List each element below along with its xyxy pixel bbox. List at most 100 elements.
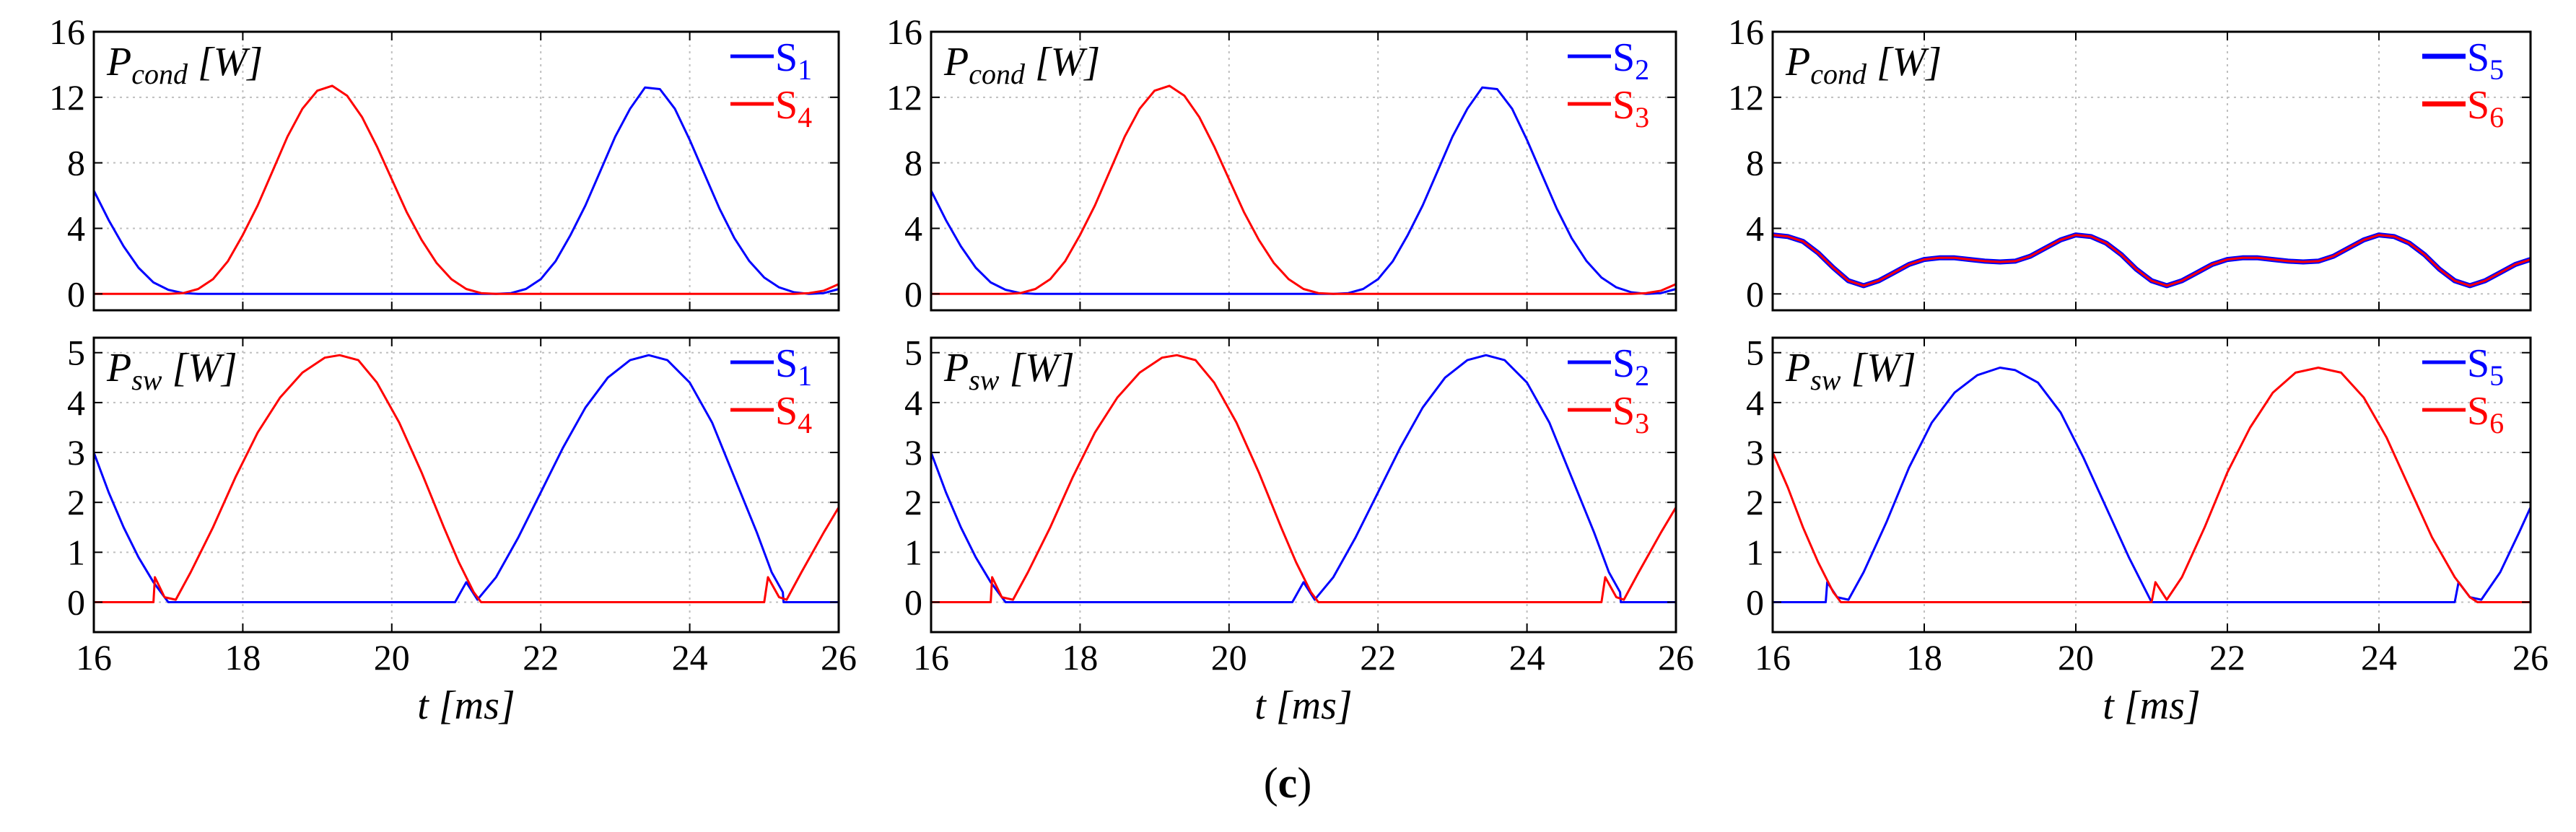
plot-frame [92, 336, 840, 634]
y-tick-label: 8 [904, 143, 922, 183]
series-line-s4 [94, 84, 839, 295]
ylabel-main: P [106, 346, 131, 390]
plot-area [94, 32, 839, 310]
y-tick-label: 3 [904, 432, 922, 473]
legend-label-s2: S2 [1612, 341, 1649, 392]
legend-label-s6: S6 [2467, 83, 2504, 133]
legend-sub: 5 [2489, 53, 2504, 86]
y-tick-label: 1 [1746, 532, 1764, 572]
legend-label-s5: S5 [2467, 35, 2504, 86]
ylabel-unit: [W] [1025, 40, 1100, 84]
ylabel-main: P [1785, 40, 1810, 84]
y-tick-label: 2 [904, 482, 922, 522]
y-tick-label: 5 [67, 333, 85, 373]
y-tick-label: 0 [1746, 582, 1764, 623]
y-tick-label: 12 [1728, 77, 1764, 118]
legend-label-s3: S3 [1612, 83, 1649, 133]
x-tick-label: 24 [2361, 637, 2397, 678]
legend-main: S [775, 341, 798, 386]
caption-letter: c [1278, 759, 1298, 807]
y-tick-label: 4 [904, 382, 922, 423]
legend-sub: 4 [798, 407, 812, 439]
legend-main: S [1612, 35, 1635, 80]
figure-caption: (c) [1264, 759, 1312, 807]
y-tick-label: 2 [1746, 482, 1764, 522]
x-tick-label: 22 [2209, 637, 2245, 678]
series-line-s6 [1771, 367, 2531, 603]
y-tick-label: 0 [67, 582, 85, 623]
legend-main: S [1612, 389, 1635, 434]
legend-main: S [1612, 83, 1635, 128]
y-tick-label: 0 [1746, 273, 1764, 314]
ylabel-unit: [W] [1841, 346, 1916, 390]
panel-ylabel: Pcond [W] [943, 40, 1100, 90]
ylabel-unit: [W] [162, 346, 237, 390]
x-tick-label: 20 [374, 637, 410, 678]
panel-ylabel: Psw [W] [943, 346, 1075, 396]
legend-main: S [2467, 83, 2489, 128]
legend-main: S [1612, 341, 1635, 386]
ylabel-sub: sw [131, 364, 162, 396]
series-line-s3 [931, 84, 1677, 295]
legend-label-s3: S3 [1612, 389, 1649, 439]
x-tick-label: 22 [523, 637, 559, 678]
ylabel-main: P [943, 346, 969, 390]
plot-frame [930, 336, 1677, 634]
ylabel-main: P [943, 40, 969, 84]
x-tick-label: 18 [1062, 637, 1098, 678]
ylabel-sub: sw [1810, 364, 1841, 396]
x-tick-label: 18 [1906, 637, 1942, 678]
ylabel-sub: cond [969, 58, 1026, 90]
y-tick-label: 16 [886, 12, 922, 52]
x-tick-label: 16 [1755, 637, 1791, 678]
x-tick-label: 18 [224, 637, 261, 678]
y-tick-label: 4 [904, 208, 922, 248]
ylabel-sub: cond [131, 58, 188, 90]
legend-sub: 5 [2489, 359, 2504, 392]
x-tick-label: 16 [913, 637, 949, 678]
y-tick-label: 0 [67, 273, 85, 314]
x-tick-label: 20 [1211, 637, 1247, 678]
y-tick-label: 1 [904, 532, 922, 572]
x-tick-label: 24 [1509, 637, 1545, 678]
plot-frame [1771, 30, 2532, 312]
y-tick-label: 5 [1746, 333, 1764, 373]
y-tick-label: 4 [67, 208, 85, 248]
panel-ylabel: Psw [W] [1785, 346, 1916, 396]
x-tick-label: 26 [821, 637, 857, 678]
legend-label-s5: S5 [2467, 341, 2504, 392]
legend-sub: 3 [1635, 101, 1649, 133]
plot-frame [930, 30, 1677, 312]
ylabel-unit: [W] [999, 346, 1074, 390]
y-tick-label: 0 [904, 273, 922, 314]
legend-main: S [2467, 35, 2489, 80]
y-tick-label: 3 [1746, 432, 1764, 473]
legend-label-s4: S4 [775, 389, 812, 439]
caption-open: ( [1264, 759, 1278, 807]
y-tick-label: 0 [904, 582, 922, 623]
y-tick-label: 5 [904, 333, 922, 373]
panel-ylabel: Pcond [W] [106, 40, 263, 90]
panel-ylabel: Pcond [W] [1785, 40, 1942, 90]
caption-close: ) [1297, 759, 1311, 807]
y-tick-label: 12 [886, 77, 922, 118]
legend-sub: 6 [2489, 407, 2504, 439]
ylabel-sub: cond [1810, 58, 1867, 90]
ylabel-main: P [1785, 346, 1810, 390]
legend-main: S [2467, 389, 2489, 434]
legend-sub: 6 [2489, 101, 2504, 133]
y-tick-label: 1 [67, 532, 85, 572]
y-tick-label: 8 [67, 143, 85, 183]
x-tick-label: 26 [2512, 637, 2549, 678]
legend-sub: 2 [1635, 53, 1649, 86]
plot-area [1773, 32, 2531, 310]
legend-main: S [775, 35, 798, 80]
ylabel-unit: [W] [188, 40, 263, 84]
x-axis-label: t [ms] [417, 683, 515, 728]
